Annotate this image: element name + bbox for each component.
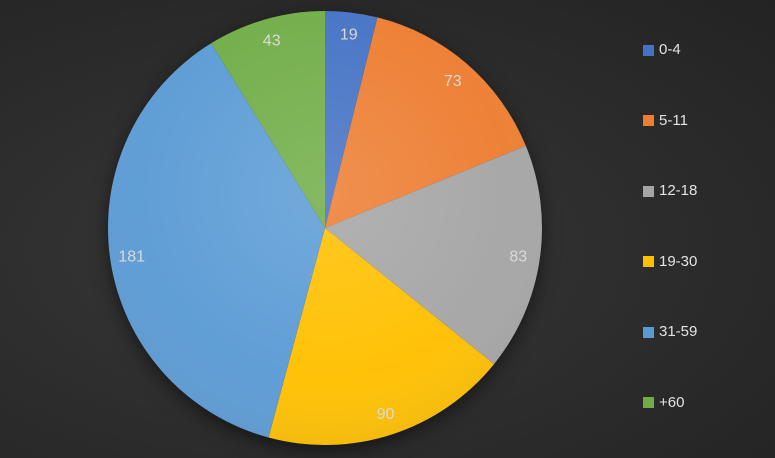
pie-slices-group [107, 11, 542, 446]
legend-item-+60[interactable]: +60 [643, 393, 697, 413]
legend-label: 19-30 [659, 252, 698, 270]
data-label-19-30: 90 [377, 406, 395, 423]
legend-marker-icon [643, 326, 654, 338]
legend-item-0-4[interactable]: 0-4 [643, 40, 697, 60]
legend-label: 5-11 [659, 111, 688, 129]
legend-marker-icon [643, 115, 654, 127]
legend-label: +60 [659, 393, 685, 411]
legend-item-5-11[interactable]: 5-11 [643, 111, 697, 131]
legend-marker-icon [643, 44, 654, 56]
legend-marker-icon [643, 397, 654, 409]
data-label-31-59: 181 [118, 249, 145, 266]
pie-data-labels-group: 19 73 83 90 181 43 [118, 27, 527, 424]
data-label-0-4: 19 [340, 27, 358, 44]
legend-marker-icon [643, 185, 654, 197]
chart-legend: 0-4 5-11 12-18 19-30 31-59 +60 [643, 40, 697, 413]
legend-item-31-59[interactable]: 31-59 [643, 322, 697, 342]
legend-item-19-30[interactable]: 19-30 [643, 252, 697, 272]
data-label-5-11: 73 [444, 73, 462, 90]
legend-label: 12-18 [659, 182, 698, 200]
legend-label: 31-59 [659, 323, 698, 341]
data-label-12-18: 83 [509, 249, 527, 266]
data-label-+60: 43 [263, 33, 281, 50]
legend-label: 0-4 [659, 41, 681, 58]
legend-marker-icon [643, 256, 654, 268]
legend-item-12-18[interactable]: 12-18 [643, 181, 697, 201]
